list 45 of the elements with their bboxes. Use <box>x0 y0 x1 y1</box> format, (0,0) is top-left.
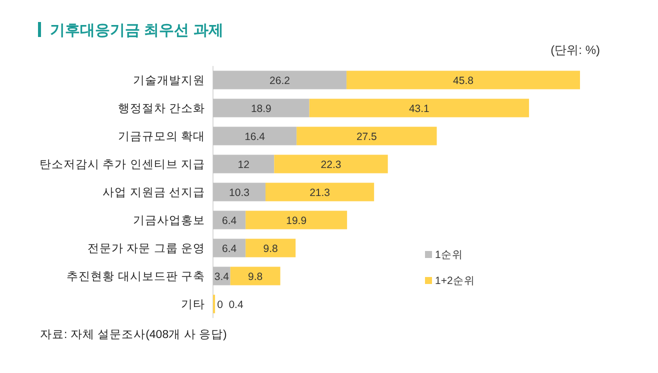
data-label: 18.9 <box>250 103 272 115</box>
bar <box>213 70 347 90</box>
bar <box>213 182 266 202</box>
bar <box>213 98 310 118</box>
y-tick-label: 기금사업홍보 <box>133 215 205 227</box>
bar <box>213 126 297 146</box>
data-label: 22.3 <box>320 159 342 171</box>
data-label: 9.8 <box>263 243 278 255</box>
data-label: 3.4 <box>214 271 230 283</box>
bar <box>213 154 274 174</box>
data-label: 6.4 <box>222 243 237 255</box>
bar <box>274 154 388 174</box>
chart-subtitle: (단위: %) <box>550 43 600 57</box>
data-label: 10.3 <box>229 187 250 199</box>
y-tick-label: 기금규모의 확대 <box>118 131 205 143</box>
data-label: 21.3 <box>310 187 330 199</box>
bar <box>296 126 437 146</box>
bar <box>309 98 530 118</box>
bar <box>246 210 348 230</box>
y-tick-label: 전문가 자문 그룹 운영 <box>87 243 205 255</box>
data-label: 45.8 <box>453 75 474 87</box>
data-label: 6.4 <box>222 215 237 227</box>
data-label: 0 <box>217 299 224 311</box>
bar <box>246 238 296 258</box>
data-label: 0.4 <box>228 299 244 311</box>
y-tick-label: 탄소저감시 추가 인센티브 지급 <box>39 159 205 171</box>
y-tick-label: 기술개발지원 <box>133 75 205 87</box>
data-label: 26.2 <box>270 75 290 87</box>
data-label: 43.1 <box>408 103 430 115</box>
data-label: 27.5 <box>356 131 378 143</box>
legend-label: 1+2순위 <box>435 275 475 287</box>
data-label: 12 <box>238 159 250 171</box>
y-tick-label: 행정절차 간소화 <box>118 103 205 115</box>
legend-label: 1순위 <box>435 249 463 261</box>
bar <box>230 266 280 286</box>
chart-title: 기후대응기금 최우선 과제 <box>50 22 224 39</box>
bar <box>346 70 580 90</box>
y-tick-label: 기타 <box>181 299 205 311</box>
y-tick-label: 사업 지원금 선지급 <box>102 187 205 199</box>
y-tick-label: 추진현황 대시보드판 구축 <box>66 270 205 283</box>
data-label: 19.9 <box>286 215 307 227</box>
data-label: 16.4 <box>244 131 266 143</box>
data-label: 9.8 <box>248 271 263 283</box>
text: 자료: 자체 설문조사(408개 사 응답) <box>40 329 227 341</box>
bar <box>266 182 374 202</box>
